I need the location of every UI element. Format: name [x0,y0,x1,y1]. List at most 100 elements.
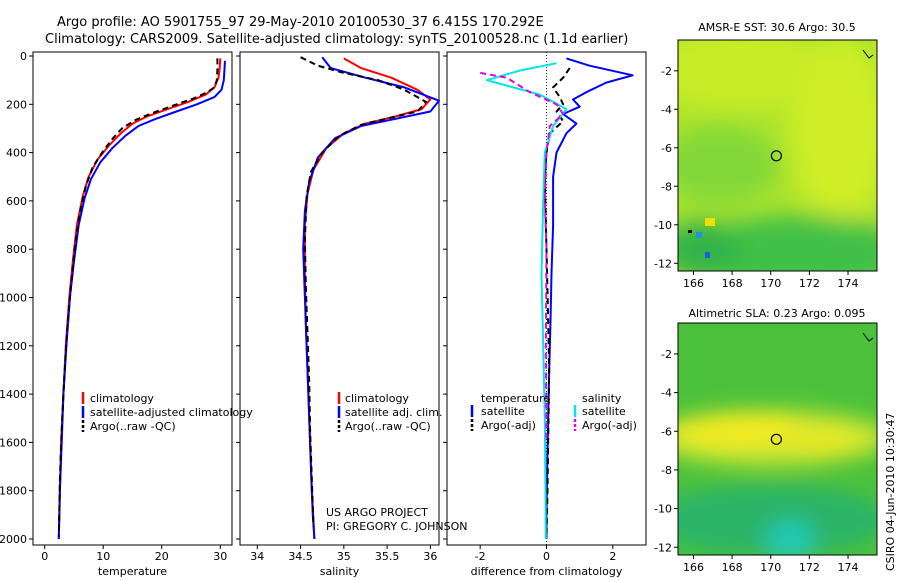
map-x-tick-label: 166 [683,277,704,290]
series-line-satellite-adjusted-climatology [57,60,226,540]
x-axis-label: temperature [98,565,167,578]
profile-location-marker [770,150,782,162]
y-tick-label: 1600 [0,436,27,449]
map-y-tick-label: -10 [654,503,672,516]
series-line-argo-raw-qc [300,56,427,527]
sla-field-high [678,412,805,448]
x-tick-label: 20 [155,550,169,563]
y-tick-label: 1000 [0,292,27,305]
series-line-climatology [57,58,222,540]
legend-label-argo: Argo(..raw -QC) [345,420,431,433]
difference-legend: temperature salinity satellite Argo(-adj… [470,392,637,432]
x-tick-label: -2 [475,550,486,563]
map-y-tick-label: -6 [661,142,672,155]
x-tick-label: 10 [96,550,110,563]
sla-field-low-core [765,520,815,555]
sst-field-cool-sw [678,220,740,271]
x-tick-label: 35.5 [375,550,400,563]
y-tick-label: 200 [6,98,27,111]
legend-label-temp-argo: Argo(-adj) [481,419,536,432]
map-y-tick-label: -4 [661,387,672,400]
x-tick-label: 2 [609,550,616,563]
sst-map-heatmap [678,40,877,271]
map-x-tick-label: 172 [799,561,820,574]
series-line-salinity-satellite [485,62,568,540]
sst-pixel-patch [688,230,692,233]
sla-field-high [780,426,860,454]
salinity-chart: 34 34.5 35 35.5 36 salinity [236,55,440,578]
figure-title-line1: Argo profile: AO 5901755_97 29-May-2010 … [57,15,544,30]
temperature-legend: climatology satellite-adjusted climatolo… [81,392,253,433]
y-tick-label: 0 [20,50,27,63]
map-x-tick-label: 168 [722,561,743,574]
map-y-tick-label: -12 [654,541,672,554]
sst-pixel-patch [696,232,702,238]
sst-map-title: AMSR-E SST: 30.6 Argo: 30.5 [698,21,856,34]
x-tick-label: 34.5 [288,550,313,563]
legend-label-sal-argo: Argo(-adj) [582,419,637,432]
series-line-climatology [303,57,432,540]
legend-header-temperature: temperature [481,392,550,405]
difference-chart: -2 0 2 difference from climatology [443,52,634,578]
map-y-tick-label: -8 [661,464,672,477]
x-tick-label: 30 [213,550,227,563]
map-y-tick-label: -2 [661,65,672,78]
x-tick-label: 0 [543,550,550,563]
profile-location-marker [770,433,782,445]
map-y-tick-label: -4 [661,103,672,116]
sst-map-frame [677,39,878,272]
map-x-tick-label: 172 [799,277,820,290]
x-tick-label: 0 [41,550,48,563]
x-tick-label: 34 [250,550,264,563]
legend-label-satellite: satellite-adjusted climatology [90,406,253,419]
sla-map-frame [677,322,878,556]
project-credit: US ARGO PROJECT [326,506,428,519]
map-x-tick-label: 174 [838,561,859,574]
x-tick-label: 36 [423,550,437,563]
salinity-legend: climatology satellite adj. clim. Argo(..… [337,392,442,433]
sla-map-heatmap [678,323,877,555]
pi-credit: PI: GREGORY C. JOHNSON [326,520,467,533]
sst-pixel-patch [705,252,710,258]
map-y-tick-label: -6 [661,425,672,438]
map-x-tick-label: 168 [722,277,743,290]
y-tick-label: 1200 [0,340,27,353]
sst-pixel-patch [705,218,715,226]
series-line-argo-raw-qc [57,58,219,537]
legend-label-argo: Argo(..raw -QC) [90,420,176,433]
legend-label-sal-satellite: satellite [582,405,626,418]
temperature-chart: 0 10 20 30 temperature 0 200 400 600 800 1000 1200 1… [0,50,227,578]
map-y-tick-label: -12 [654,257,672,270]
map-x-tick-label: 166 [683,561,704,574]
sla-map-axes: 166 168 170 172 174 -2 -4 -6 -8 -10 -12 [654,332,874,574]
x-tick-label: 35 [337,550,351,563]
legend-label-climatology: climatology [90,392,154,405]
sst-field-warm-east [790,40,877,220]
y-tick-label: 2000 [0,533,27,546]
x-axis-label: salinity [320,565,360,578]
temperature-panel-frame [32,51,233,546]
sst-field-warm-north [678,40,830,110]
map-x-tick-label: 170 [760,277,781,290]
series-line-satellite-adj-clim [302,56,440,540]
map-y-tick-label: -2 [661,348,672,361]
salinity-panel-frame [239,51,440,546]
y-tick-label: 400 [6,147,27,160]
coastline-mark [862,332,874,342]
legend-label-satellite: satellite adj. clim. [345,406,442,419]
sst-field-cool-mid [678,125,780,205]
figure-title-line2: Climatology: CARS2009. Satellite-adjuste… [45,32,628,47]
csiro-timestamp: CSIRO 04-Jun-2010 10:30:47 [884,413,897,571]
map-x-tick-label: 170 [760,561,781,574]
sla-field-low-south [678,485,877,555]
map-y-tick-label: -10 [654,219,672,232]
map-y-tick-label: -8 [661,180,672,193]
coastline-mark [862,49,874,59]
x-axis-label: difference from climatology [471,565,623,578]
sla-map-title: Altimetric SLA: 0.23 Argo: 0.095 [688,307,865,320]
legend-header-salinity: salinity [582,392,622,405]
series-line-salinity-argo-adj [480,71,565,443]
map-x-tick-label: 174 [838,277,859,290]
legend-label-temp-satellite: satellite [481,405,525,418]
